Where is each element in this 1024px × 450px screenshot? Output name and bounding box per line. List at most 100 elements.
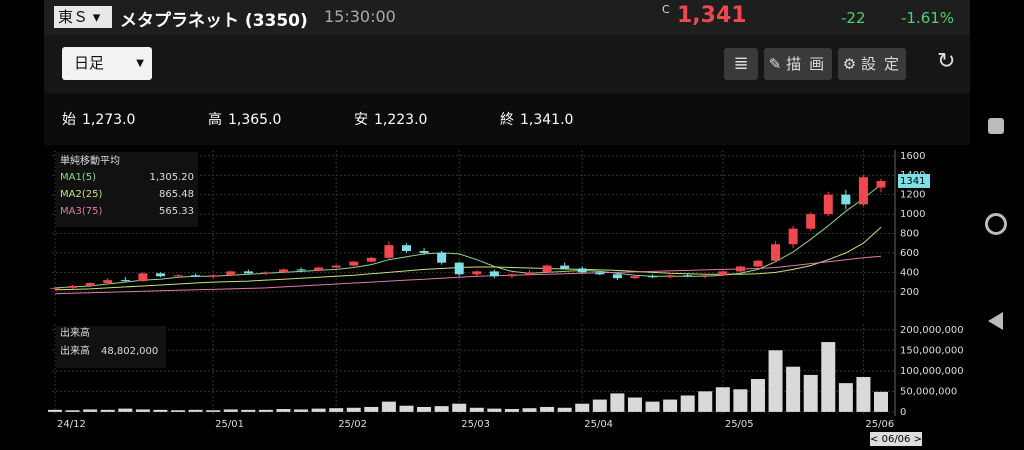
x-tick-label: 25/04	[584, 419, 613, 430]
volume-bar	[206, 410, 221, 412]
candle-body	[296, 269, 306, 271]
ohlc-item: 始 1,273.0	[62, 109, 135, 129]
price-tag: 1341	[900, 176, 925, 187]
volume-bar	[627, 397, 642, 412]
y-tick-label: 200	[900, 287, 919, 298]
ohlc-label: 安	[354, 112, 368, 128]
candle-body	[560, 265, 570, 269]
volume-bar	[100, 409, 115, 412]
volume-bar	[381, 401, 396, 412]
volume-bar	[65, 410, 80, 412]
ohlc-item: 終 1,341.0	[500, 109, 573, 129]
volume-bar	[241, 409, 256, 412]
app: 東Ｓ ▾ メタプラネット (3350) 15:30:00 C 1,341 -22…	[44, 0, 970, 450]
volume-bar	[768, 350, 783, 412]
candle-body	[595, 272, 605, 275]
y-tick-label: 0	[900, 407, 906, 418]
candle-body	[841, 194, 851, 205]
volume-bar	[294, 409, 309, 412]
candle-body	[753, 260, 763, 267]
volume-bar	[153, 409, 168, 412]
settings-label: 設定	[860, 55, 906, 73]
ohlc-label: 始	[62, 112, 76, 128]
ohlc-item: 高 1,365.0	[208, 109, 281, 129]
candle-body	[120, 280, 130, 282]
x-tick-label: 25/01	[215, 419, 244, 430]
market-select[interactable]: 東Ｓ ▾	[54, 6, 112, 28]
candle-body	[401, 245, 411, 251]
volume-bar	[118, 408, 133, 412]
volume-bar	[821, 342, 836, 412]
candle-body	[50, 287, 60, 289]
stock-name: メタプラネット (3350)	[120, 11, 308, 31]
list-button[interactable]: ≣	[724, 48, 758, 80]
change: -22	[841, 9, 866, 27]
candle-body	[384, 245, 394, 258]
draw-label: 描画	[786, 55, 832, 73]
candle-body	[68, 285, 78, 288]
ma-line	[54, 226, 882, 291]
candle-body	[278, 269, 288, 273]
legend-bg	[56, 326, 166, 368]
nav-back[interactable]	[988, 312, 1003, 330]
period-select[interactable]: 日足 ▼	[62, 47, 152, 80]
draw-button[interactable]: ✎ 描画	[764, 48, 832, 80]
candle-body	[788, 228, 798, 245]
ohlc-value: 1,273.0	[82, 112, 136, 128]
price: 1,341	[677, 3, 747, 28]
candle-body	[525, 272, 535, 275]
volume-bar	[856, 376, 871, 412]
period: 日足	[74, 54, 105, 72]
volume-bar	[522, 408, 537, 412]
volume-bar	[188, 409, 203, 412]
legend-name: MA3(75)	[60, 206, 102, 217]
volume-bar	[223, 409, 238, 412]
volume-bar	[135, 409, 150, 412]
ohlc-item: 安 1,223.0	[354, 109, 427, 129]
y-tick-label: 600	[900, 248, 919, 259]
candle-body	[472, 271, 482, 275]
volume-bar	[171, 410, 186, 412]
candle-body	[226, 271, 236, 276]
candle-body	[700, 275, 710, 277]
candle-body	[858, 177, 868, 205]
candle-body	[173, 275, 183, 277]
legend-value: 565.33	[159, 206, 194, 217]
legend-name: MA1(5)	[60, 172, 96, 183]
legend-bg	[56, 152, 198, 227]
refresh-button[interactable]: ↻	[937, 49, 956, 74]
y-tick-label: 1600	[900, 151, 925, 162]
settings-button[interactable]: ⚙ 設定	[838, 48, 906, 80]
nav-home[interactable]	[985, 213, 1007, 235]
candle-body	[191, 275, 201, 277]
ohlc-value: 1,365.0	[228, 112, 282, 128]
y-tick-label: 200,000,000	[900, 325, 964, 336]
candle-body	[630, 276, 640, 279]
candle-body	[366, 257, 376, 262]
nav-recent[interactable]	[988, 118, 1004, 134]
header-bar: 東Ｓ ▾ メタプラネット (3350) 15:30:00 C 1,341 -22…	[44, 0, 970, 35]
x-tick-label: 24/12	[57, 419, 86, 430]
candle-body	[823, 194, 833, 215]
volume-bar	[540, 406, 555, 412]
candle-body	[314, 267, 324, 271]
candle-body	[665, 275, 675, 278]
volume-bar	[346, 407, 361, 412]
volume-bar	[83, 409, 98, 412]
volume-bar	[680, 395, 695, 412]
candle-body	[349, 261, 359, 266]
volume-bar	[663, 399, 678, 412]
y-tick-label: 150,000,000	[900, 345, 964, 356]
candle-body	[771, 244, 781, 261]
legend-name: MA2(25)	[60, 189, 102, 200]
legend-title: 出来高	[60, 326, 90, 339]
x-tick-label: 25/05	[725, 419, 754, 430]
volume-bar	[698, 391, 713, 412]
volume-bar	[504, 409, 519, 412]
candle-body	[489, 271, 499, 277]
y-tick-label: 800	[900, 229, 919, 240]
y-tick-label: 100,000,000	[900, 366, 964, 377]
volume-bar	[417, 406, 432, 412]
